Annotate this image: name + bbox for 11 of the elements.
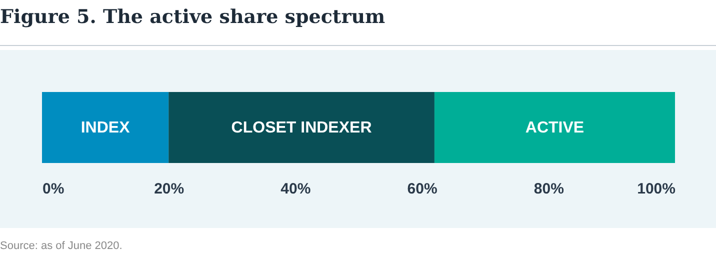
x-tick-label: 0%	[42, 180, 64, 198]
x-tick-label: 100%	[637, 180, 676, 198]
x-tick-label: 60%	[407, 180, 438, 198]
x-tick-label: 20%	[154, 180, 184, 198]
x-tick-label: 40%	[280, 180, 311, 198]
source-note: Source: as of June 2020.	[0, 239, 124, 252]
x-tick-label: 80%	[534, 180, 564, 198]
series-label: ACTIVE	[525, 120, 584, 136]
chart-title: Figure 5. The active share spectrum	[0, 0, 716, 46]
series-label: INDEX	[80, 120, 130, 136]
series-label: CLOSET INDEXER	[231, 120, 372, 136]
